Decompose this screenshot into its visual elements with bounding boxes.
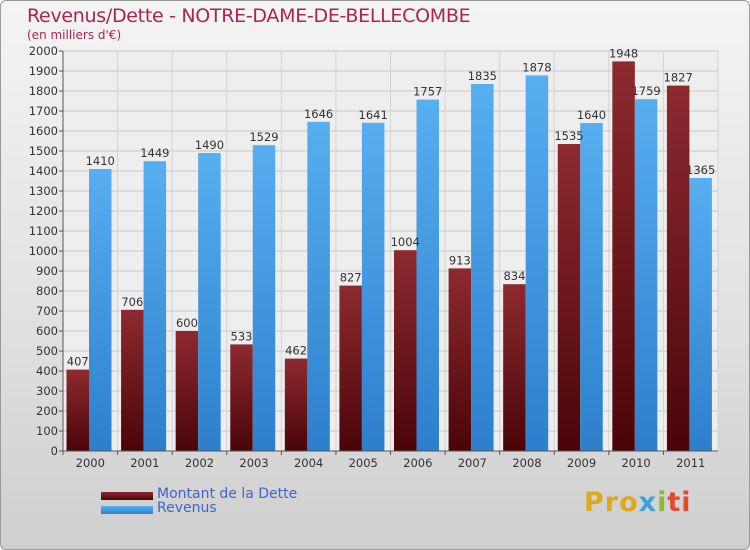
data-label: 533 <box>231 329 253 343</box>
bar-revenus <box>89 169 112 451</box>
legend-swatch-dette <box>101 492 153 500</box>
x-tick-label: 2000 <box>76 456 105 470</box>
bar-revenus <box>525 75 549 452</box>
y-tick-label: 100 <box>36 424 58 438</box>
x-tick-label: 2009 <box>567 456 596 470</box>
data-label: 827 <box>340 271 362 285</box>
data-label: 1004 <box>391 235 420 249</box>
x-tick-label: 2003 <box>239 456 268 470</box>
bar-dette <box>666 85 690 451</box>
bar-dette <box>230 344 253 451</box>
x-tick-label: 2002 <box>185 456 214 470</box>
bar-dette <box>503 284 526 451</box>
data-label: 1640 <box>577 108 606 122</box>
data-label: 1410 <box>86 154 115 168</box>
bar-dette <box>284 358 308 451</box>
bar-dette <box>394 250 417 451</box>
data-label: 1535 <box>554 129 583 143</box>
y-tick-label: 1600 <box>29 124 58 138</box>
y-tick-label: 1400 <box>29 164 58 178</box>
y-tick-label: 800 <box>36 284 58 298</box>
bar-dette <box>448 268 472 451</box>
data-label: 1449 <box>140 146 169 160</box>
data-label: 1878 <box>522 60 551 74</box>
y-tick-label: 0 <box>51 444 58 458</box>
bars-layer <box>66 61 712 452</box>
bar-revenus <box>198 153 221 451</box>
x-tick-label: 2005 <box>349 456 378 470</box>
bar-revenus <box>143 161 167 451</box>
y-tick-label: 200 <box>36 404 58 418</box>
bar-revenus <box>580 123 603 451</box>
legend-swatch-revenus <box>101 506 153 514</box>
data-label: 1641 <box>359 108 388 122</box>
y-tick-label: 1200 <box>29 204 58 218</box>
axis-layer: 0 100 200 300 400 500 600 700 800 900 1000 1100 1200… <box>29 44 718 470</box>
data-label: 706 <box>121 295 143 309</box>
data-label: 1759 <box>631 84 660 98</box>
chart-title: Revenus/Dette - NOTRE-DAME-DE-BELLECOMBE <box>27 5 471 27</box>
y-tick-label: 2000 <box>29 44 58 58</box>
x-tick-label: 2004 <box>294 456 323 470</box>
y-tick-label: 900 <box>36 264 58 278</box>
y-tick-label: 1500 <box>29 144 58 158</box>
bar-revenus <box>416 99 439 451</box>
data-label: 1835 <box>468 69 497 83</box>
labels-layer: 407 706 600 533 462 827 1004 913 834 1535 1948 1827… <box>67 46 716 368</box>
bar-dette <box>557 144 581 451</box>
grid-layer <box>62 50 719 452</box>
x-tick-label: 2008 <box>512 456 541 470</box>
data-label: 913 <box>449 253 471 267</box>
x-tick-label: 2001 <box>130 456 159 470</box>
bar-dette <box>121 309 144 451</box>
legend-label-revenus: Revenus <box>157 500 217 516</box>
bar-revenus <box>471 84 494 451</box>
y-tick-label: 600 <box>36 324 58 338</box>
x-tick-label: 2010 <box>621 456 650 470</box>
data-label: 1757 <box>413 85 442 99</box>
y-tick-label: 1000 <box>29 244 58 258</box>
y-tick-label: 1800 <box>29 84 58 98</box>
legend-label-dette: Montant de la Dette <box>157 486 298 502</box>
y-tick-label: 300 <box>36 384 58 398</box>
bar-revenus <box>689 178 712 451</box>
data-label: 1529 <box>249 130 278 144</box>
y-tick-label: 700 <box>36 304 58 318</box>
x-tick-label: 2006 <box>403 456 432 470</box>
data-label: 1490 <box>195 138 224 152</box>
bar-revenus <box>307 121 330 452</box>
data-label: 1365 <box>686 163 715 177</box>
bar-dette <box>175 331 199 451</box>
bar-dette <box>339 285 362 451</box>
bar-revenus <box>361 122 385 452</box>
data-label: 1948 <box>609 46 638 60</box>
y-tick-label: 400 <box>36 364 58 378</box>
bar-revenus <box>634 99 658 451</box>
proxiti-logo: Proxiti <box>584 487 692 518</box>
y-tick-label: 1100 <box>29 224 58 238</box>
bar-dette <box>612 61 635 452</box>
data-label: 1827 <box>664 71 693 85</box>
y-tick-label: 1900 <box>29 64 58 78</box>
bar-dette <box>66 369 89 451</box>
data-label: 834 <box>503 269 525 283</box>
y-tick-label: 500 <box>36 344 58 358</box>
data-label: 462 <box>285 344 307 358</box>
x-tick-label: 2011 <box>676 456 705 470</box>
x-tick-label: 2007 <box>458 456 487 470</box>
data-label: 407 <box>67 355 89 369</box>
y-tick-label: 1700 <box>29 104 58 118</box>
data-label: 600 <box>176 316 198 330</box>
chart-subtitle: (en milliers d'€) <box>27 28 122 42</box>
bar-revenus <box>252 145 276 451</box>
y-tick-label: 1300 <box>29 184 58 198</box>
data-label: 1646 <box>304 107 333 121</box>
